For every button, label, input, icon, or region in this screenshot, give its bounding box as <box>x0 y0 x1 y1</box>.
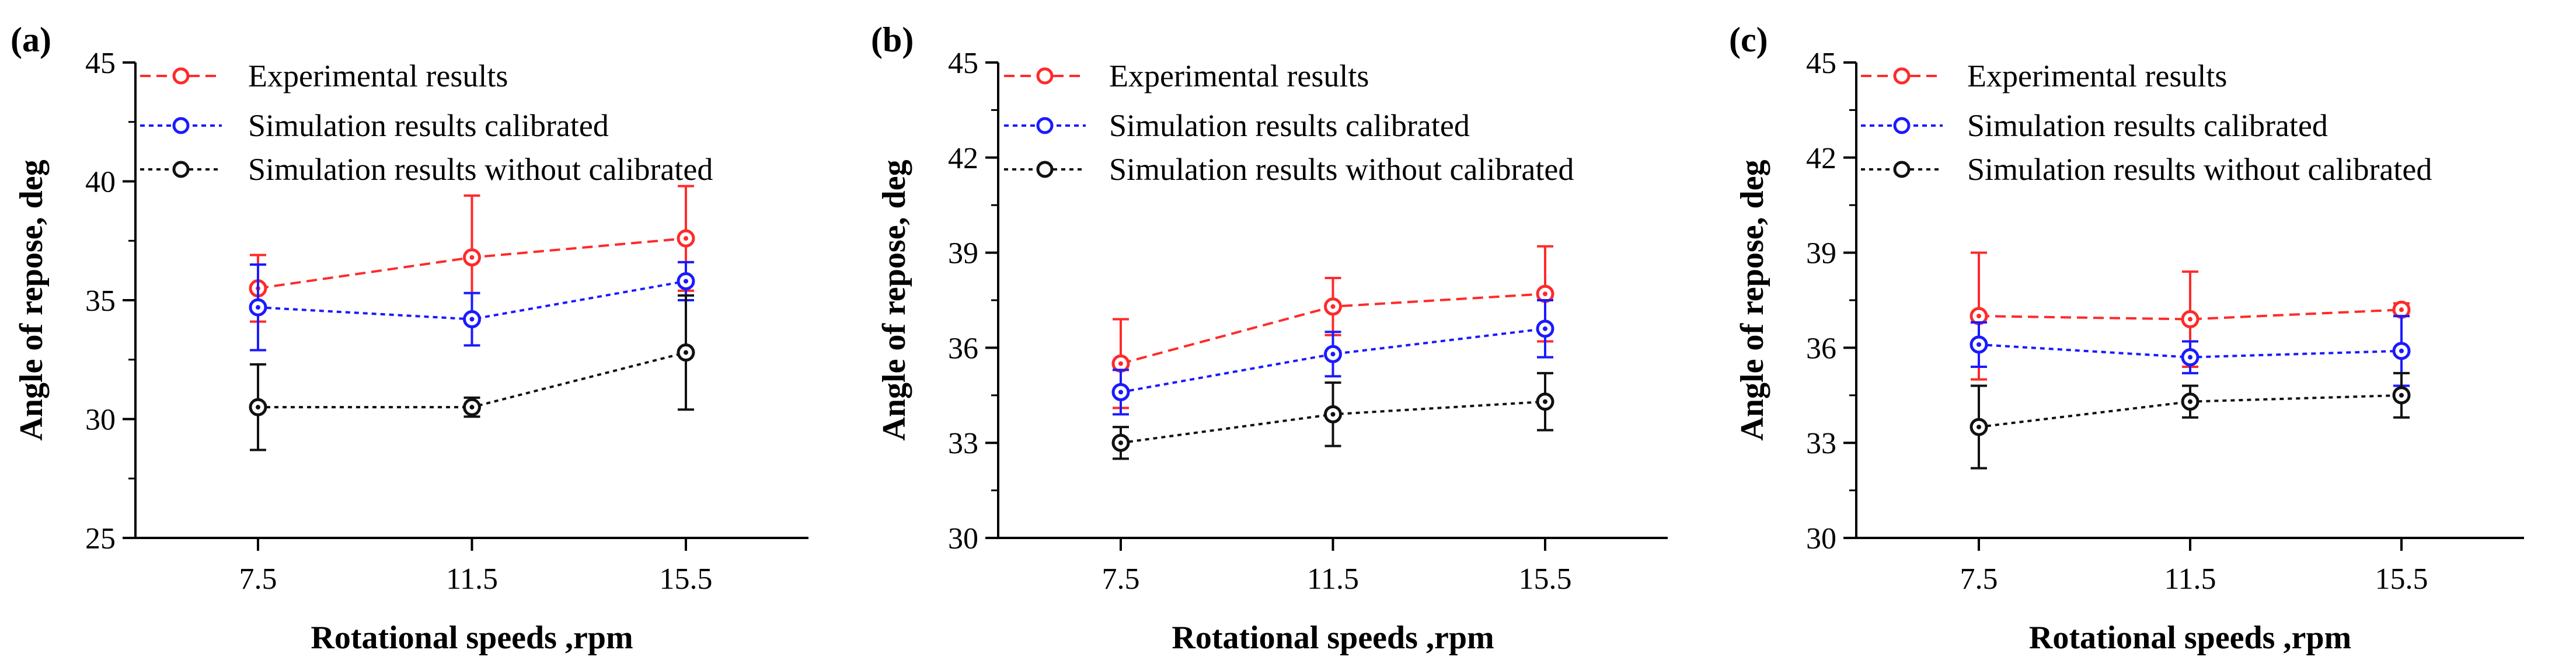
x-tick-label: 7.5 <box>239 562 277 596</box>
y-tick-label: 30 <box>1806 522 1836 555</box>
legend: Experimental results Simulation results c… <box>1861 58 2432 187</box>
series-calibrated <box>249 260 695 352</box>
data-point-center <box>1977 425 1981 430</box>
x-tick-label: 7.5 <box>1960 562 1998 596</box>
data-point-center <box>1118 440 1123 446</box>
y-tick-label: 39 <box>1806 237 1836 270</box>
legend-marker-uncalibrated <box>1036 161 1054 178</box>
series-experimental <box>1970 251 2411 381</box>
x-tick-label: 15.5 <box>2375 562 2428 596</box>
data-point-center <box>469 317 475 322</box>
x-tick-label: 15.5 <box>1519 562 1572 596</box>
series-line-experimental <box>1978 308 2402 321</box>
data-point-center <box>1330 304 1336 309</box>
y-tick-label: 35 <box>85 284 116 318</box>
y-tick-label: 39 <box>948 237 978 270</box>
x-tick-label: 11.5 <box>1307 562 1359 596</box>
chart-panel-1: (a) 25 30 35 40 45 7.5 11.5 15.5 Rotational speed… <box>11 20 808 656</box>
series-uncalibrated <box>249 294 695 451</box>
legend: Experimental results Simulation results c… <box>1004 58 1574 187</box>
series-uncalibrated <box>1970 371 2411 470</box>
data-point-center <box>1330 352 1336 357</box>
x-tick-label: 11.5 <box>2164 562 2216 596</box>
data-point-center <box>1118 361 1123 366</box>
data-point-center <box>2188 317 2192 322</box>
x-axis-label: Rotational speeds ,rpm <box>1172 620 1494 656</box>
panel-label: (b) <box>871 20 914 59</box>
data-point-center <box>684 236 688 241</box>
data-point-center <box>1330 412 1336 417</box>
legend-marker-calibrated <box>172 117 190 134</box>
legend-label-calibrated: Simulation results calibrated <box>248 108 609 143</box>
legend-marker-uncalibrated <box>172 161 190 178</box>
legend-marker-experimental <box>172 67 190 85</box>
legend-label-uncalibrated: Simulation results without calibrated <box>248 152 713 187</box>
data-point-center <box>684 350 688 355</box>
y-tick-label: 33 <box>1806 427 1836 460</box>
y-axis-label: Angle of repose, deg <box>876 159 912 440</box>
data-point-center <box>2399 392 2404 398</box>
data-point-center <box>1543 291 1547 297</box>
data-point-center <box>2399 307 2404 312</box>
legend-label-uncalibrated: Simulation results without calibrated <box>1967 152 2432 187</box>
legend-label-calibrated: Simulation results calibrated <box>1109 108 1470 143</box>
y-tick-label: 45 <box>85 47 116 80</box>
legend-label-experimental: Experimental results <box>248 58 508 93</box>
x-tick-label: 11.5 <box>446 562 498 596</box>
data-point-center <box>469 255 475 260</box>
chart-panel-2: (b) 30 33 36 39 42 45 7.5 11.5 15.5 Rotational spe… <box>871 20 1668 656</box>
x-axis-label: Rotational speeds ,rpm <box>2029 620 2351 656</box>
series-calibrated <box>1111 299 1554 416</box>
x-tick-label: 15.5 <box>660 562 713 596</box>
data-point-center <box>469 405 475 410</box>
data-point-center <box>2188 399 2192 404</box>
data-point-center <box>256 405 260 410</box>
data-point-center <box>684 279 688 284</box>
y-tick-label: 45 <box>948 47 978 80</box>
panel-label: (a) <box>11 20 51 59</box>
y-tick-label: 40 <box>85 166 116 199</box>
series-line-calibrated <box>1120 327 1546 394</box>
y-tick-label: 42 <box>1806 142 1836 175</box>
y-tick-label: 45 <box>1806 47 1836 80</box>
series-calibrated <box>1970 315 2411 387</box>
y-tick-label: 42 <box>948 142 978 175</box>
x-tick-label: 7.5 <box>1102 562 1140 596</box>
chart-panel-3: (c) 30 33 36 39 42 45 7.5 11.5 15.5 Rotational spe… <box>1729 20 2524 656</box>
legend-marker-uncalibrated <box>1893 161 1911 178</box>
legend-label-experimental: Experimental results <box>1109 58 1369 93</box>
data-point-center <box>1118 390 1123 395</box>
legend-marker-experimental <box>1036 67 1054 85</box>
data-point-center <box>2399 348 2404 353</box>
legend-label-calibrated: Simulation results calibrated <box>1967 108 2328 143</box>
legend-marker-experimental <box>1893 67 1911 85</box>
data-point-center <box>256 305 260 310</box>
y-tick-label: 36 <box>948 332 978 365</box>
data-point-center <box>1543 326 1547 331</box>
data-point-center <box>1977 314 1981 319</box>
y-tick-label: 25 <box>85 522 116 555</box>
legend-label-experimental: Experimental results <box>1967 58 2227 93</box>
panel-label: (c) <box>1729 20 1768 59</box>
legend: Experimental results Simulation results c… <box>140 58 713 187</box>
data-point-center <box>2188 355 2192 360</box>
y-axis-label: Angle of repose, deg <box>13 159 50 440</box>
y-tick-label: 33 <box>948 427 978 460</box>
series-uncalibrated <box>1111 371 1554 460</box>
x-axis-label: Rotational speeds ,rpm <box>311 620 633 656</box>
data-point-center <box>1977 342 1981 347</box>
legend-label-uncalibrated: Simulation results without calibrated <box>1109 152 1574 187</box>
y-tick-label: 30 <box>85 404 116 437</box>
legend-marker-calibrated <box>1893 117 1911 134</box>
data-point-center <box>1543 399 1547 404</box>
y-tick-label: 36 <box>1806 332 1836 365</box>
legend-marker-calibrated <box>1036 117 1054 134</box>
y-axis-label: Angle of repose, deg <box>1734 159 1770 440</box>
y-tick-label: 30 <box>948 522 978 555</box>
